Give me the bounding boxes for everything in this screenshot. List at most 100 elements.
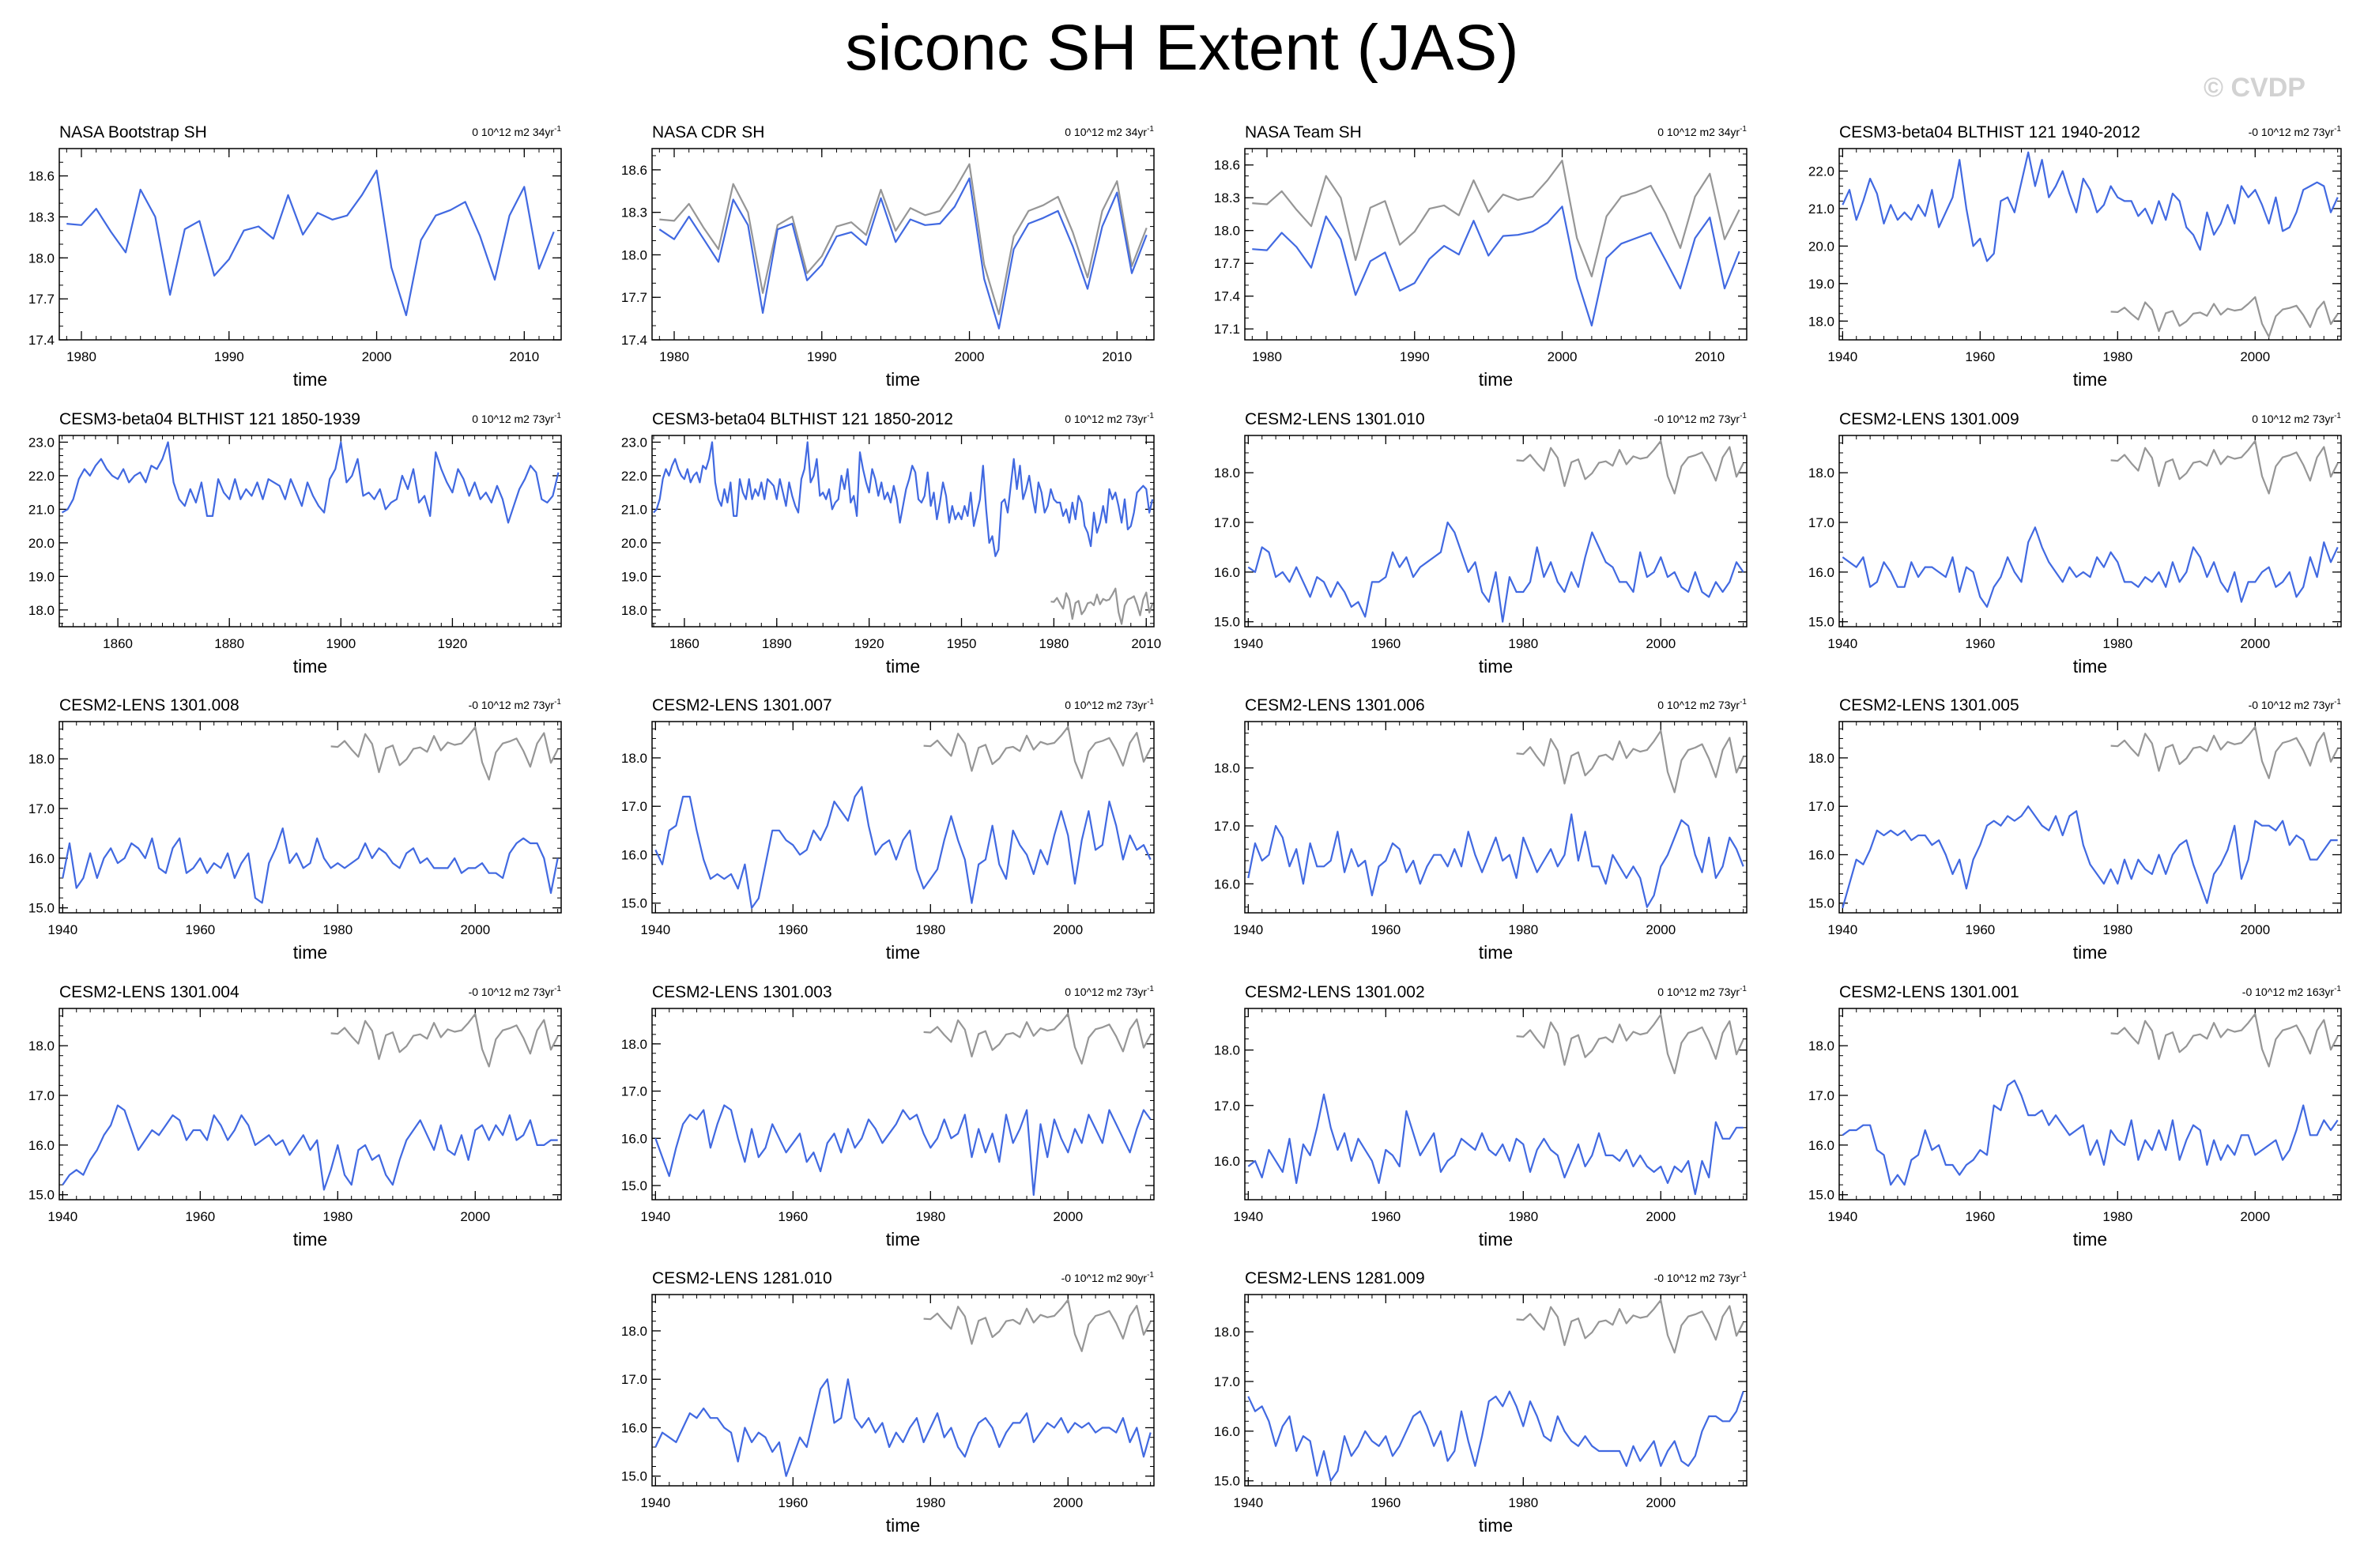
x-tick-label: 1990	[1400, 349, 1430, 364]
trend-label: 0 10^12 m2 73yr-1	[1065, 412, 1154, 425]
x-tick-label: 2000	[1646, 636, 1676, 651]
y-tick-label: 22.0	[1808, 164, 1834, 179]
trend-superscript: -1	[1740, 1271, 1747, 1280]
x-axis-label: time	[293, 369, 327, 390]
x-tick-label: 2000	[2240, 1209, 2270, 1224]
trend-text: -0 10^12 m2 163yr	[2242, 986, 2335, 998]
x-tick-label: 1960	[1371, 922, 1401, 937]
y-tick-label: 16.0	[621, 1131, 647, 1146]
x-tick-label: 1980	[2102, 1209, 2132, 1224]
panel-title: CESM3-beta04 BLTHIST 121 1850-2012	[652, 410, 953, 428]
x-tick-label: 1940	[1827, 1209, 1857, 1224]
x-tick-label: 1990	[214, 349, 244, 364]
x-tick-label: 1940	[47, 922, 77, 937]
trend-text: 0 10^12 m2 73yr	[1657, 699, 1740, 711]
y-tick-label: 19.0	[1808, 277, 1834, 292]
chart-panel: CESM2-LENS 1301.005 -0 10^12 m2 73yr-1 194…	[1808, 696, 2342, 963]
panel-title: CESM2-LENS 1301.007	[652, 696, 832, 714]
trend-superscript: -1	[2334, 125, 2341, 134]
y-tick-label: 18.0	[1808, 466, 1834, 481]
y-tick-label: 15.0	[1214, 615, 1240, 630]
x-tick-label: 1940	[1827, 349, 1857, 364]
plot-frame	[1244, 721, 1748, 914]
x-axis-label: time	[886, 1229, 920, 1250]
panel-title: NASA CDR SH	[652, 123, 764, 141]
observed-series-line	[1516, 1013, 1744, 1075]
trend-superscript: -1	[1740, 412, 1747, 420]
y-tick-label: 18.3	[1214, 190, 1240, 205]
x-tick-label: 2000	[1646, 922, 1676, 937]
x-tick-label: 1960	[1371, 636, 1401, 651]
trend-label: -0 10^12 m2 73yr-1	[2249, 698, 2342, 711]
figure-title: siconc SH Extent (JAS)	[845, 12, 1519, 84]
x-tick-label: 1960	[185, 1209, 215, 1224]
y-tick-label: 17.7	[1214, 256, 1240, 271]
model-series-line	[1247, 1093, 1744, 1196]
plot-frame	[1838, 721, 2342, 914]
trend-superscript: -1	[1740, 698, 1747, 707]
x-tick-label: 1940	[1233, 1495, 1263, 1510]
trend-label: 0 10^12 m2 34yr-1	[1657, 125, 1747, 138]
chart-panel: CESM2-LENS 1301.001 -0 10^12 m2 163yr-1 19…	[1808, 983, 2342, 1250]
trend-superscript: -1	[2334, 985, 2341, 993]
x-axis-label: time	[886, 942, 920, 963]
x-tick-label: 1980	[2102, 922, 2132, 937]
chart-panel: CESM2-LENS 1301.006 0 10^12 m2 73yr-1 1940…	[1214, 696, 1748, 963]
trend-label: 0 10^12 m2 73yr-1	[472, 412, 561, 425]
plot-frame	[1244, 435, 1748, 628]
x-tick-label: 1980	[322, 1209, 353, 1224]
x-tick-label: 1980	[915, 1495, 945, 1510]
trend-superscript: -1	[554, 125, 561, 134]
chart-panel: CESM2-LENS 1301.008 -0 10^12 m2 73yr-1 194…	[28, 696, 562, 963]
trend-text: 0 10^12 m2 73yr	[2252, 413, 2334, 425]
y-tick-label: 16.0	[1214, 876, 1240, 891]
x-tick-label: 1960	[185, 922, 215, 937]
x-tick-label: 1940	[1233, 922, 1263, 937]
y-tick-label: 15.0	[28, 901, 55, 916]
trend-text: 0 10^12 m2 34yr	[472, 126, 554, 138]
chart-panel: CESM2-LENS 1301.003 0 10^12 m2 73yr-1 1940…	[621, 983, 1155, 1250]
x-axis-label: time	[1479, 1229, 1513, 1250]
observed-series-line	[659, 163, 1148, 315]
trend-label: -0 10^12 m2 90yr-1	[1061, 1271, 1155, 1284]
x-tick-label: 1980	[1039, 636, 1069, 651]
trend-label: -0 10^12 m2 73yr-1	[469, 698, 562, 711]
y-tick-label: 16.0	[1214, 565, 1240, 580]
x-tick-label: 2000	[1646, 1209, 1676, 1224]
x-tick-label: 1960	[778, 1209, 808, 1224]
x-tick-label: 1940	[640, 1209, 670, 1224]
x-tick-label: 1940	[640, 922, 670, 937]
y-tick-label: 18.0	[28, 603, 55, 618]
observed-series-line	[1516, 729, 1744, 793]
plot-frame	[651, 1008, 1155, 1200]
x-axis-label: time	[886, 369, 920, 390]
x-axis-label: time	[886, 656, 920, 677]
x-tick-label: 1960	[778, 1495, 808, 1510]
x-tick-label: 1980	[2102, 636, 2132, 651]
model-series-line	[1247, 1390, 1744, 1482]
chart-panel: CESM2-LENS 1301.010 -0 10^12 m2 73yr-1 194…	[1214, 410, 1748, 677]
plot-frame	[58, 721, 562, 914]
trend-text: -0 10^12 m2 73yr	[469, 986, 555, 998]
y-tick-label: 18.0	[1214, 1043, 1240, 1058]
trend-superscript: -1	[1147, 698, 1154, 707]
x-axis-label: time	[293, 656, 327, 677]
x-axis-label: time	[293, 942, 327, 963]
y-tick-label: 18.0	[621, 1037, 647, 1052]
observed-series-line	[330, 1012, 559, 1068]
trend-label: 0 10^12 m2 73yr-1	[2252, 412, 2341, 425]
y-tick-label: 18.0	[621, 603, 647, 618]
chart-panel: NASA Bootstrap SH 0 10^12 m2 34yr-1 1980 19…	[28, 123, 562, 390]
trend-superscript: -1	[554, 698, 561, 707]
x-tick-label: 2000	[460, 1209, 490, 1224]
trend-superscript: -1	[1147, 125, 1154, 134]
y-tick-label: 19.0	[28, 569, 55, 584]
x-tick-label: 1940	[1827, 922, 1857, 937]
x-tick-label: 2000	[2240, 922, 2270, 937]
x-tick-label: 1980	[2102, 349, 2132, 364]
trend-label: -0 10^12 m2 163yr-1	[2242, 985, 2342, 998]
y-tick-label: 23.0	[621, 435, 647, 450]
x-tick-label: 2010	[1131, 636, 1161, 651]
x-tick-label: 1860	[103, 636, 133, 651]
y-tick-label: 18.0	[1808, 751, 1834, 766]
